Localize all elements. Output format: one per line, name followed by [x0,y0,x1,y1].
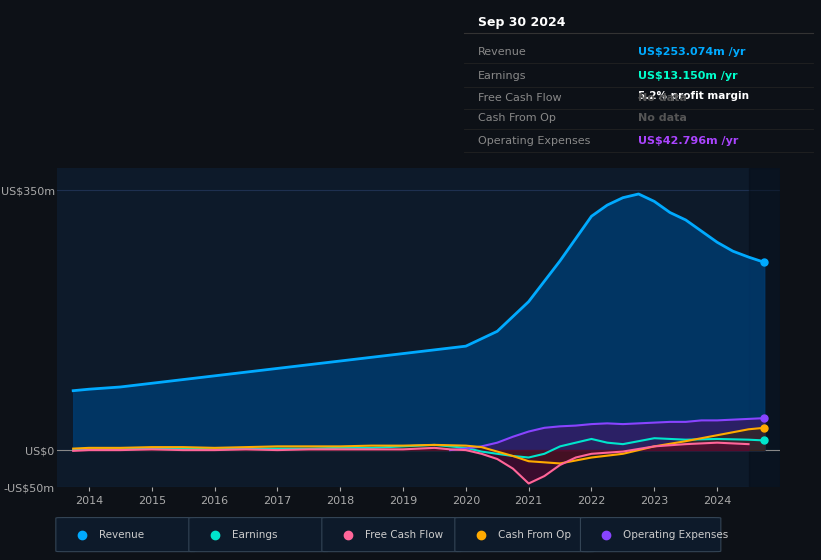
Text: Sep 30 2024: Sep 30 2024 [478,16,566,29]
Text: Earnings: Earnings [232,530,277,540]
Text: Earnings: Earnings [478,72,526,81]
Text: Revenue: Revenue [478,47,526,57]
Text: 5.2% profit margin: 5.2% profit margin [639,91,750,101]
FancyBboxPatch shape [455,517,595,552]
Text: Revenue: Revenue [99,530,144,540]
FancyBboxPatch shape [56,517,196,552]
Bar [749,168,780,487]
FancyBboxPatch shape [189,517,329,552]
Text: US$13.150m /yr: US$13.150m /yr [639,72,738,81]
Text: No data: No data [639,93,687,103]
Text: Cash From Op: Cash From Op [478,113,556,123]
Text: Cash From Op: Cash From Op [498,530,571,540]
Text: Operating Expenses: Operating Expenses [623,530,728,540]
FancyBboxPatch shape [580,517,721,552]
Text: Operating Expenses: Operating Expenses [478,136,590,146]
Text: US$42.796m /yr: US$42.796m /yr [639,136,739,146]
Text: US$253.074m /yr: US$253.074m /yr [639,47,745,57]
Text: Free Cash Flow: Free Cash Flow [478,93,562,103]
FancyBboxPatch shape [322,517,462,552]
Text: No data: No data [639,113,687,123]
Text: Free Cash Flow: Free Cash Flow [365,530,443,540]
